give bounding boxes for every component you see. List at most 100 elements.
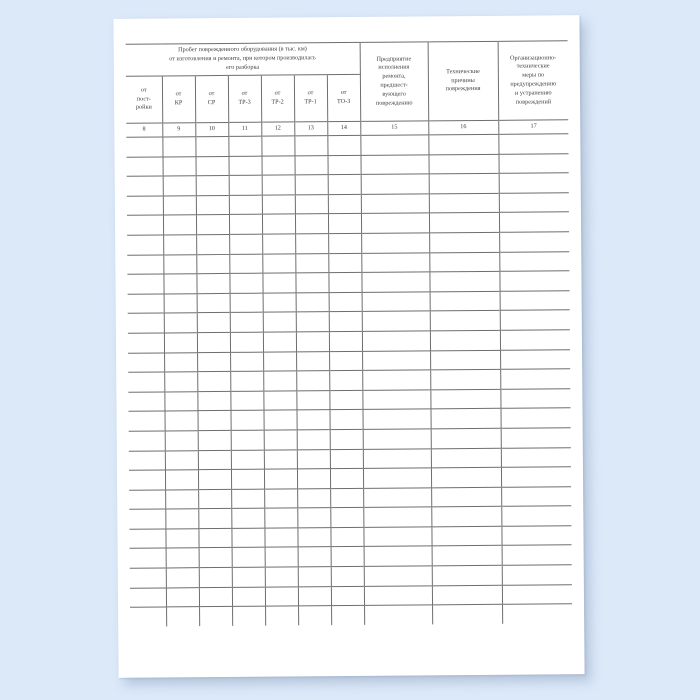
table-cell[interactable] xyxy=(296,468,331,489)
table-cell[interactable] xyxy=(296,409,330,430)
table-cell[interactable] xyxy=(263,351,297,372)
table-cell[interactable] xyxy=(129,587,167,608)
table-cell[interactable] xyxy=(261,194,295,215)
table-cell[interactable] xyxy=(329,429,363,450)
table-cell[interactable] xyxy=(165,528,199,549)
table-cell[interactable] xyxy=(297,527,331,548)
table-cell[interactable] xyxy=(428,173,499,194)
table-cell[interactable] xyxy=(328,292,362,313)
table-cell[interactable] xyxy=(126,176,163,197)
table-cell[interactable] xyxy=(431,526,502,547)
table-cell[interactable] xyxy=(197,430,231,451)
table-cell[interactable] xyxy=(429,251,500,273)
table-cell[interactable] xyxy=(430,408,501,429)
table-cell[interactable] xyxy=(163,234,197,255)
table-cell[interactable] xyxy=(128,450,165,471)
table-cell[interactable] xyxy=(128,470,166,490)
table-cell[interactable] xyxy=(228,175,262,196)
table-cell[interactable] xyxy=(501,506,572,527)
table-cell[interactable] xyxy=(127,293,164,314)
table-cell[interactable] xyxy=(195,195,229,216)
table-cell[interactable] xyxy=(129,548,166,569)
table-cell[interactable] xyxy=(498,172,569,194)
table-cell[interactable] xyxy=(498,133,569,154)
table-cell[interactable] xyxy=(197,469,232,490)
table-cell[interactable] xyxy=(229,312,263,333)
table-cell[interactable] xyxy=(232,606,266,626)
table-cell[interactable] xyxy=(431,584,503,606)
table-cell[interactable] xyxy=(264,586,299,607)
table-cell[interactable] xyxy=(231,547,265,568)
table-cell[interactable] xyxy=(294,214,329,234)
table-cell[interactable] xyxy=(295,272,329,293)
table-cell[interactable] xyxy=(198,587,233,607)
table-cell[interactable] xyxy=(432,604,503,625)
table-cell[interactable] xyxy=(126,195,163,216)
table-cell[interactable] xyxy=(501,525,572,546)
table-cell[interactable] xyxy=(261,175,295,195)
table-cell[interactable] xyxy=(329,350,363,371)
table-cell[interactable] xyxy=(327,174,361,195)
table-cell[interactable] xyxy=(330,507,364,528)
table-cell[interactable] xyxy=(229,332,264,352)
table-cell[interactable] xyxy=(164,391,198,412)
table-cell[interactable] xyxy=(295,331,330,352)
table-cell[interactable] xyxy=(164,371,198,392)
table-cell[interactable] xyxy=(328,311,362,332)
table-cell[interactable] xyxy=(262,273,296,293)
table-cell[interactable] xyxy=(127,254,164,275)
table-cell[interactable] xyxy=(128,430,165,451)
table-cell[interactable] xyxy=(129,489,166,510)
table-cell[interactable] xyxy=(264,527,298,548)
table-cell[interactable] xyxy=(361,213,430,234)
table-cell[interactable] xyxy=(431,467,502,488)
table-cell[interactable] xyxy=(330,527,364,548)
table-cell[interactable] xyxy=(162,195,196,216)
table-cell[interactable] xyxy=(363,467,432,489)
table-cell[interactable] xyxy=(262,253,296,274)
table-cell[interactable] xyxy=(228,214,263,235)
table-cell[interactable] xyxy=(295,292,329,313)
table-cell[interactable] xyxy=(231,488,265,509)
table-cell[interactable] xyxy=(429,330,501,351)
table-cell[interactable] xyxy=(499,329,571,350)
table-cell[interactable] xyxy=(165,587,200,608)
table-cell[interactable] xyxy=(429,310,500,331)
table-cell[interactable] xyxy=(229,292,263,313)
table-cell[interactable] xyxy=(500,368,571,390)
table-cell[interactable] xyxy=(162,215,197,235)
table-cell[interactable] xyxy=(231,528,265,548)
table-cell[interactable] xyxy=(263,469,298,489)
table-cell[interactable] xyxy=(128,372,165,392)
table-cell[interactable] xyxy=(361,330,431,351)
table-cell[interactable] xyxy=(500,349,571,370)
table-cell[interactable] xyxy=(431,565,502,586)
table-cell[interactable] xyxy=(196,312,230,333)
table-cell[interactable] xyxy=(264,547,298,568)
table-cell[interactable] xyxy=(364,605,433,625)
table-cell[interactable] xyxy=(126,156,163,177)
table-cell[interactable] xyxy=(500,427,571,448)
table-cell[interactable] xyxy=(295,253,329,274)
table-cell[interactable] xyxy=(163,313,197,333)
table-cell[interactable] xyxy=(128,352,165,373)
table-cell[interactable] xyxy=(362,409,431,430)
table-cell[interactable] xyxy=(327,213,362,234)
table-cell[interactable] xyxy=(127,274,164,294)
table-cell[interactable] xyxy=(126,136,163,157)
table-cell[interactable] xyxy=(164,430,198,451)
table-cell[interactable] xyxy=(198,489,232,509)
table-cell[interactable] xyxy=(164,469,199,490)
table-cell[interactable] xyxy=(428,134,499,155)
table-cell[interactable] xyxy=(127,332,165,353)
table-cell[interactable] xyxy=(229,273,263,294)
table-cell[interactable] xyxy=(431,486,502,508)
table-cell[interactable] xyxy=(499,231,570,252)
table-cell[interactable] xyxy=(197,351,231,372)
table-cell[interactable] xyxy=(327,135,361,156)
table-cell[interactable] xyxy=(331,605,365,625)
table-cell[interactable] xyxy=(361,232,430,253)
table-cell[interactable] xyxy=(362,369,431,391)
table-cell[interactable] xyxy=(327,154,361,175)
table-cell[interactable] xyxy=(127,234,164,255)
